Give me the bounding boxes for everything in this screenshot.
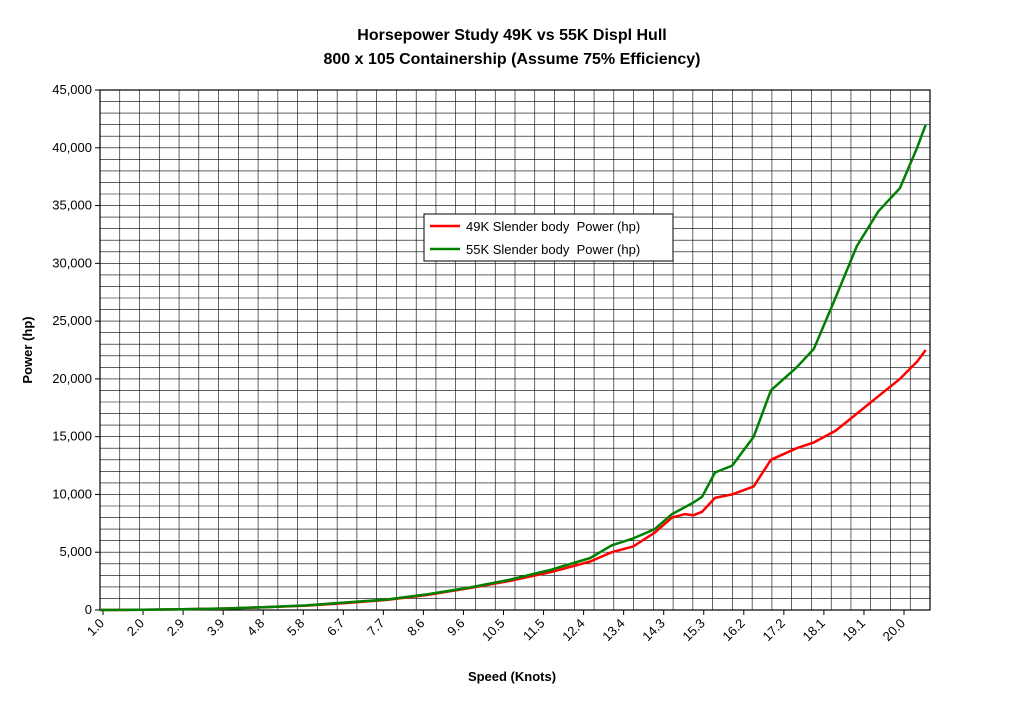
y-tick-label: 0 xyxy=(85,602,92,617)
chart-title: Horsepower Study 49K vs 55K Displ Hull xyxy=(357,27,666,44)
x-tick-label: 6.7 xyxy=(324,616,347,639)
y-tick-label: 30,000 xyxy=(52,255,92,270)
y-tick-label: 35,000 xyxy=(52,198,92,213)
y-tick-label: 45,000 xyxy=(52,82,92,97)
legend-label-55k: 55K Slender body Power (hp) xyxy=(466,242,640,257)
x-tick-label: 1.0 xyxy=(84,616,107,639)
x-tick-label: 11.5 xyxy=(520,616,548,644)
x-tick-label: 3.9 xyxy=(204,616,227,639)
y-axis: 0 5,000 10,000 15,000 20,000 25,000 30,000 35,0… xyxy=(52,82,100,617)
x-tick-label: 10.5 xyxy=(479,616,508,645)
x-tick-label: 12.4 xyxy=(559,616,588,645)
y-tick-label: 25,000 xyxy=(52,313,92,328)
x-tick-label: 18.1 xyxy=(800,616,829,645)
x-tick-label: 5.8 xyxy=(284,616,307,639)
legend-label-49k: 49K Slender body Power (hp) xyxy=(466,219,640,234)
y-tick-label: 40,000 xyxy=(52,140,92,155)
y-tick-label: 15,000 xyxy=(52,429,92,444)
series-line-55k xyxy=(99,124,927,612)
x-tick-label: 17.2 xyxy=(759,616,788,645)
y-tick-label: 10,000 xyxy=(52,486,92,501)
x-tick-label: 15.3 xyxy=(679,616,708,645)
x-tick-label: 4.8 xyxy=(244,616,267,639)
x-tick-label: 7.7 xyxy=(364,616,387,639)
legend-box xyxy=(423,213,674,262)
y-tick-label: 20,000 xyxy=(52,371,92,386)
y-axis-title: Power (hp) xyxy=(20,316,35,383)
x-tick-label: 2.0 xyxy=(124,616,147,639)
x-tick-label: 8.6 xyxy=(404,616,427,639)
legend: 49K Slender body Power (hp) 55K Slender … xyxy=(423,213,674,262)
x-axis: 1.0 2.0 2.9 3.9 4.8 5.8 6.7 7.7 8.6 9.6 10.5 11.5 12… xyxy=(84,610,908,644)
chart-subtitle: 800 x 105 Containership (Assume 75% Effi… xyxy=(323,51,700,68)
x-tick-label: 9.6 xyxy=(444,616,467,639)
x-tick-label: 14.3 xyxy=(639,616,668,645)
x-tick-label: 19.1 xyxy=(840,616,869,645)
series-lines xyxy=(99,124,927,612)
y-tick-label: 5,000 xyxy=(59,544,92,559)
x-tick-label: 13.4 xyxy=(599,616,628,645)
x-tick-label: 2.9 xyxy=(164,616,187,639)
x-tick-label: 16.2 xyxy=(719,616,748,645)
x-tick-label: 20.0 xyxy=(880,616,909,645)
x-axis-title: Speed (Knots) xyxy=(468,669,556,684)
